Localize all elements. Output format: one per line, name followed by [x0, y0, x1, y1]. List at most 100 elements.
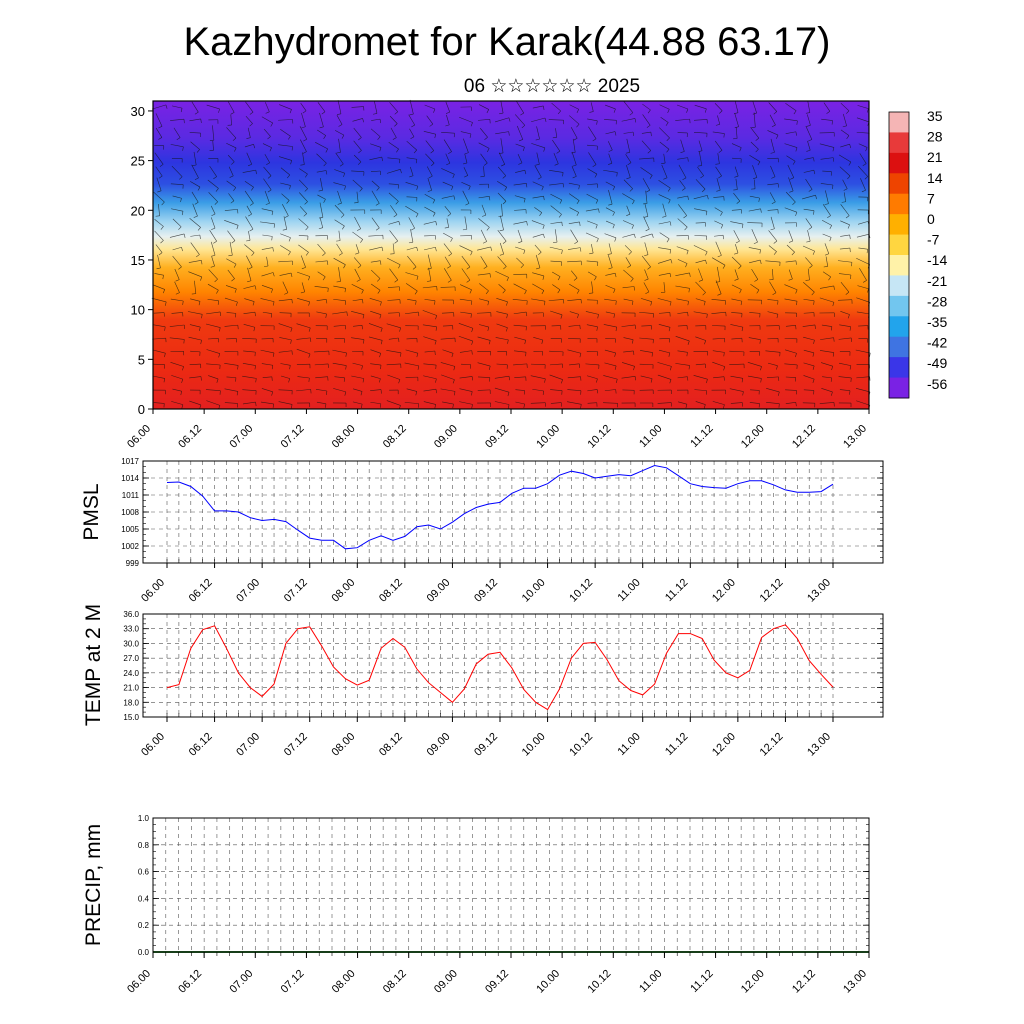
wind-barb-shaft — [712, 350, 725, 353]
wind-barb-shaft — [585, 311, 599, 315]
wind-barb-shaft — [316, 170, 327, 173]
wind-barb-flag — [687, 301, 689, 306]
wind-barb-shaft — [640, 375, 653, 379]
x-tick-label: 07.00 — [234, 731, 262, 759]
wind-barb-flag — [234, 147, 237, 152]
wind-barb-shaft — [657, 362, 672, 367]
y-tick-label: 1014 — [121, 474, 139, 483]
colorbar-label: 7 — [927, 190, 935, 206]
wind-barb-flag — [286, 200, 290, 204]
wind-barb-flag — [303, 213, 307, 217]
wind-barb-flag — [396, 148, 399, 153]
wind-barb-shaft — [572, 138, 576, 153]
wind-barb-flag — [360, 404, 363, 409]
wind-barb-flag — [687, 312, 689, 317]
wind-barb-shaft — [731, 337, 742, 340]
wind-barb-flag — [182, 366, 184, 371]
wind-barb-shaft — [333, 324, 346, 327]
wind-barb-flag — [272, 272, 275, 277]
wind-barb-flag — [796, 120, 798, 125]
wind-barb-flag — [179, 176, 183, 180]
wind-barb-flag — [806, 149, 811, 152]
wind-barb-shaft — [644, 242, 649, 255]
wind-barb-shaft — [281, 193, 290, 201]
wind-barb-flag — [719, 110, 723, 114]
wind-barb-flag — [254, 365, 256, 370]
wind-barb-flag — [217, 300, 220, 305]
temp-x-axis: 06.00 06.12 07.00 07.12 08.00 08.12 09.00 09.12… — [139, 713, 834, 759]
wind-barb-flag — [522, 147, 525, 152]
wind-barb-flag — [866, 108, 869, 113]
wind-barb-flag — [398, 264, 401, 269]
wind-barb-shaft — [296, 337, 311, 340]
wind-barb-shaft — [191, 164, 199, 179]
wind-barb-shaft — [676, 104, 689, 110]
wind-barb-shaft — [730, 324, 743, 328]
wind-barb-shaft — [188, 260, 202, 263]
wind-barb-shaft — [174, 268, 180, 280]
wind-barb-flag — [471, 376, 473, 381]
wind-barb-shaft — [713, 376, 725, 379]
wind-barb-flag — [357, 228, 361, 231]
wind-barb-shaft — [261, 116, 273, 124]
wind-barb-flag — [343, 264, 346, 269]
wind-barb-flag — [615, 300, 617, 305]
wind-barb-shaft — [731, 143, 742, 148]
wind-barb-flag — [411, 227, 415, 231]
wind-barb-flag — [668, 327, 671, 332]
wind-barb-shaft — [622, 220, 634, 226]
wind-barb-shaft — [499, 242, 505, 255]
wind-barb-flag — [847, 314, 850, 319]
wind-barb-shaft — [822, 204, 831, 216]
wind-barb-shaft — [404, 362, 419, 367]
wind-barb-flag — [650, 378, 653, 383]
wind-barb-flag — [631, 339, 634, 344]
wind-barb-shaft — [605, 131, 616, 135]
x-tick-label: 12.00 — [710, 577, 738, 605]
wind-barb-shaft — [154, 152, 164, 165]
wind-barb-shaft — [245, 116, 253, 124]
wind-barb-shaft — [244, 298, 255, 302]
wind-barb-shaft — [368, 234, 383, 237]
wind-barb-shaft — [712, 361, 725, 367]
wind-barb-shaft — [224, 324, 238, 327]
wind-barb-flag — [811, 291, 815, 296]
wind-barb-shaft — [460, 284, 472, 291]
wind-barb-flag — [613, 289, 616, 293]
wind-barb-flag — [248, 213, 252, 217]
wind-barb-flag — [362, 299, 364, 304]
wind-barb-shaft — [733, 192, 741, 202]
wind-barb-shaft — [752, 100, 757, 114]
wind-barb-flag — [669, 301, 672, 306]
wind-barb-shaft — [838, 337, 852, 340]
wind-barb-flag — [380, 260, 382, 265]
wind-barb-shaft — [445, 153, 451, 164]
wind-barb-shaft — [335, 152, 344, 165]
cross-section-field — [153, 101, 869, 409]
wind-barb-shaft — [675, 363, 690, 366]
wind-barb-flag — [813, 340, 815, 345]
wind-barb-flag — [358, 137, 362, 141]
wind-barb-flag — [734, 126, 739, 129]
wind-barb-flag — [199, 234, 201, 240]
wind-barb-flag — [670, 259, 673, 264]
wind-barb-shaft — [459, 116, 473, 123]
wind-barb-flag — [448, 151, 452, 155]
wind-barb-shaft — [171, 312, 183, 314]
x-tick-label: 06.00 — [139, 577, 167, 605]
wind-barb-shaft — [770, 165, 776, 177]
wind-barb-shaft — [190, 141, 200, 150]
wind-barb-shaft — [353, 140, 362, 151]
wind-barb-shaft — [680, 139, 685, 152]
wind-barb-shaft — [512, 299, 528, 302]
wind-barb-flag — [733, 189, 738, 191]
wind-barb-shaft — [494, 117, 509, 123]
wind-barb-shaft — [621, 324, 636, 327]
wind-barb-flag — [428, 175, 433, 179]
wind-barb-shaft — [640, 233, 653, 238]
wind-barb-shaft — [423, 221, 436, 225]
wind-barb-shaft — [440, 337, 455, 340]
wind-barb-flag — [557, 289, 561, 294]
cs-y-tick-label: 30 — [131, 104, 145, 119]
wind-barb-shaft — [408, 217, 415, 229]
